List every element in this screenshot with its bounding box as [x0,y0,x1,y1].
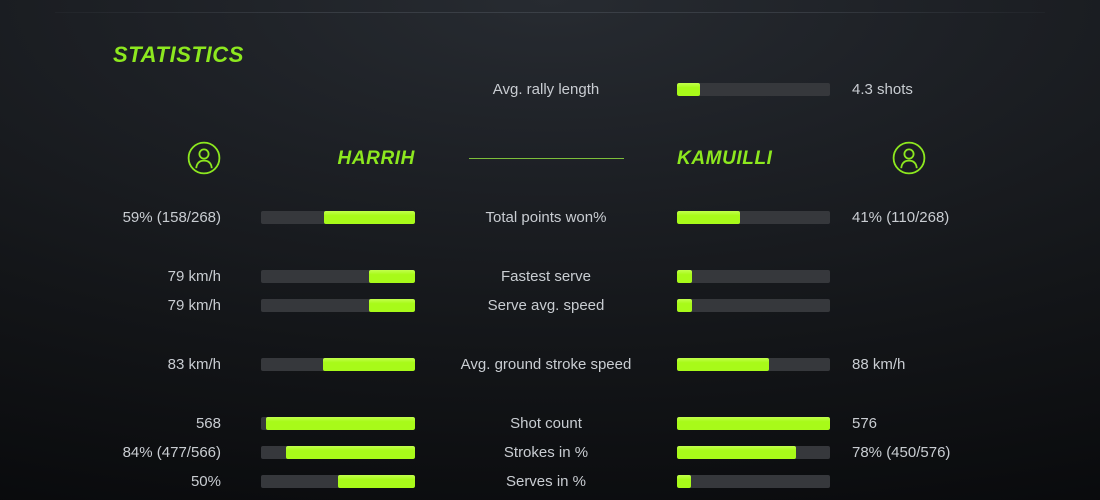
person-icon [187,141,221,175]
left-player-bar-fill [338,475,415,488]
right-player-bar-fill [677,358,769,371]
left-player-value: 50% [190,473,221,490]
right-player-bar-fill [677,446,797,459]
rally-length-label: Avg. rally length [492,81,600,98]
rally-length-bar [677,83,830,96]
left-player-bar [261,211,415,224]
person-icon [892,141,926,175]
stat-label: Total points won% [485,209,607,226]
stat-label: Serves in % [505,473,587,490]
player-name-right: KAMUILLI [677,147,773,169]
right-player-bar-fill [677,417,830,430]
left-player-bar [261,417,415,430]
left-player-value: 79 km/h [167,297,221,314]
right-player-bar-fill [677,299,693,312]
left-player-bar [261,446,415,459]
right-player-value: 78% (450/576) [852,444,951,461]
rally-length-value: 4.3 shots [852,81,913,98]
rally-length-bar-fill [677,83,700,96]
left-player-value: 59% (158/268) [122,209,221,226]
right-player-bar [677,299,830,312]
stat-row: 568 Shot count 576 [0,409,1100,438]
right-player-bar [677,475,830,488]
left-player-bar-fill [322,358,415,371]
right-player-bar [677,211,830,224]
right-player-value: 88 km/h [852,356,906,373]
left-player-bar-fill [324,211,415,224]
left-player-bar-fill [285,446,415,459]
stat-row: 59% (158/268) Total points won% 41% (110… [0,203,1100,232]
right-player-bar [677,446,830,459]
rally-length-row: Avg. rally length 4.3 shots [0,75,1100,104]
left-player-bar [261,270,415,283]
right-player-bar-fill [677,475,691,488]
stat-label: Serve avg. speed [487,297,605,314]
stat-label: Avg. ground stroke speed [460,356,632,373]
stat-row: 79 km/h Fastest serve [0,262,1100,291]
right-player-value: 576 [852,415,878,432]
right-player-bar-fill [677,270,693,283]
right-player-value: 41% (110/268) [852,209,950,226]
left-player-value: 568 [195,415,221,432]
left-player-value: 79 km/h [167,268,221,285]
players-header-row: HARRIH KAMUILLI [0,138,1100,178]
center-divider-line [468,157,624,159]
right-player-bar [677,358,830,371]
left-player-bar [261,358,415,371]
stat-label: Strokes in % [503,444,589,461]
page-title: STATISTICS [113,42,245,67]
right-player-bar [677,270,830,283]
stat-row: 83 km/h Avg. ground stroke speed 88 km/h [0,350,1100,379]
stats-table: Avg. rally length 4.3 shots HARRIH KAMUI… [0,75,1100,496]
stat-row: 79 km/h Serve avg. speed [0,291,1100,320]
left-player-value: 84% (477/566) [122,444,221,461]
left-player-bar-fill [368,299,415,312]
left-player-bar [261,475,415,488]
left-player-bar-fill [368,270,415,283]
stat-rows-container: 59% (158/268) Total points won% 41% (110… [0,203,1100,496]
left-player-bar [261,299,415,312]
right-player-bar-fill [677,211,740,224]
stat-row: 84% (477/566) Strokes in % 78% (450/576) [0,438,1100,467]
stat-label: Fastest serve [500,268,592,285]
right-player-bar [677,417,830,430]
stat-row: 50% Serves in % [0,467,1100,496]
player-name-left: HARRIH [337,147,415,169]
left-player-value: 83 km/h [167,356,221,373]
top-divider-line [55,12,1045,13]
left-player-bar-fill [265,417,415,430]
stat-label: Shot count [510,415,582,432]
